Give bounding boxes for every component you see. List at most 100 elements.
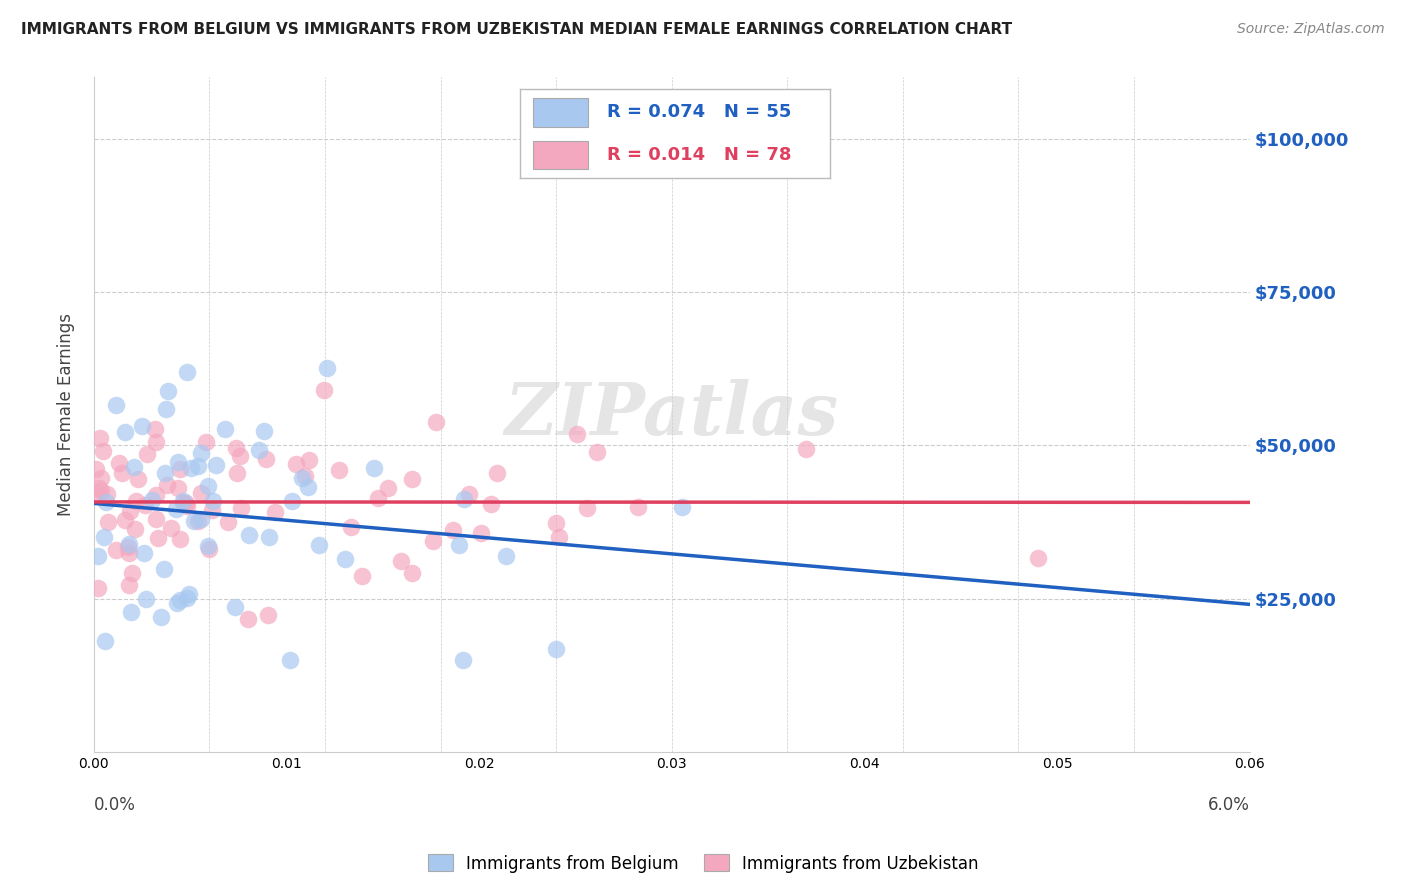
Point	[176, 365, 198, 379]
Point	[174, 496, 197, 510]
Point	[389, 554, 412, 568]
Point	[143, 422, 166, 436]
Point	[167, 481, 190, 495]
Point	[131, 418, 153, 433]
Point	[229, 450, 252, 464]
Point	[422, 534, 444, 549]
Point	[187, 458, 209, 473]
Point	[156, 384, 179, 399]
Point	[281, 494, 304, 508]
Point	[124, 522, 146, 536]
Point	[87, 481, 110, 495]
Point	[567, 426, 589, 441]
Point	[486, 466, 509, 480]
Point	[225, 441, 247, 455]
Point	[198, 541, 221, 556]
Point	[122, 459, 145, 474]
Point	[278, 653, 301, 667]
Point	[121, 566, 143, 581]
Point	[169, 532, 191, 546]
Point	[264, 505, 287, 519]
Point	[94, 633, 117, 648]
Point	[141, 493, 163, 508]
Point	[401, 566, 423, 581]
Point	[111, 466, 134, 480]
Point	[84, 462, 107, 476]
Point	[136, 447, 159, 461]
Point	[117, 540, 139, 554]
Point	[176, 591, 198, 605]
Point	[328, 463, 350, 477]
Point	[457, 487, 479, 501]
Point	[236, 612, 259, 626]
Point	[127, 472, 149, 486]
Point	[308, 538, 330, 552]
Point	[247, 442, 270, 457]
Point	[180, 461, 202, 475]
Point	[254, 451, 277, 466]
Point	[150, 609, 173, 624]
Point	[93, 530, 115, 544]
Point	[197, 478, 219, 492]
Point	[90, 484, 112, 499]
Point	[176, 499, 198, 513]
Point	[146, 532, 169, 546]
Point	[291, 471, 314, 485]
Point	[84, 486, 107, 500]
Point	[134, 498, 156, 512]
Point	[479, 497, 502, 511]
Point	[333, 552, 356, 566]
Point	[155, 466, 177, 480]
Point	[201, 502, 224, 516]
Point	[145, 435, 167, 450]
Text: R = 0.074   N = 55: R = 0.074 N = 55	[607, 103, 792, 121]
Point	[89, 471, 111, 485]
Point	[367, 491, 389, 505]
Point	[548, 530, 571, 544]
Point	[340, 520, 363, 534]
Point	[156, 478, 179, 492]
Text: ZIPatlas: ZIPatlas	[505, 379, 839, 450]
Point	[312, 383, 335, 397]
Point	[443, 523, 465, 537]
Point	[202, 494, 225, 508]
Point	[190, 486, 212, 500]
Point	[447, 538, 470, 552]
Point	[118, 537, 141, 551]
Point	[794, 442, 817, 456]
Point	[96, 487, 118, 501]
Point	[153, 562, 176, 576]
Point	[183, 514, 205, 528]
FancyBboxPatch shape	[533, 98, 588, 127]
Text: 6.0%: 6.0%	[1208, 796, 1250, 814]
Point	[96, 495, 118, 509]
Text: IMMIGRANTS FROM BELGIUM VS IMMIGRANTS FROM UZBEKISTAN MEDIAN FEMALE EARNINGS COR: IMMIGRANTS FROM BELGIUM VS IMMIGRANTS FR…	[21, 22, 1012, 37]
Point	[104, 398, 127, 412]
Point	[135, 591, 157, 606]
Point	[197, 539, 219, 553]
Point	[107, 456, 129, 470]
Point	[363, 460, 385, 475]
Point	[316, 361, 339, 376]
Point	[118, 503, 141, 517]
Text: R = 0.014   N = 78: R = 0.014 N = 78	[607, 146, 792, 164]
Point	[145, 488, 167, 502]
Point	[89, 432, 111, 446]
Point	[470, 526, 492, 541]
Point	[453, 491, 475, 506]
Point	[87, 549, 110, 564]
Point	[586, 445, 609, 459]
Text: Source: ZipAtlas.com: Source: ZipAtlas.com	[1237, 22, 1385, 37]
Point	[172, 494, 194, 508]
Point	[172, 496, 194, 510]
Point	[294, 469, 316, 483]
Point	[97, 516, 120, 530]
Point	[544, 642, 567, 657]
Point	[352, 568, 374, 582]
Point	[495, 549, 517, 563]
Point	[117, 577, 139, 591]
Point	[544, 516, 567, 531]
Point	[169, 462, 191, 476]
Point	[226, 466, 249, 480]
Point	[401, 472, 423, 486]
